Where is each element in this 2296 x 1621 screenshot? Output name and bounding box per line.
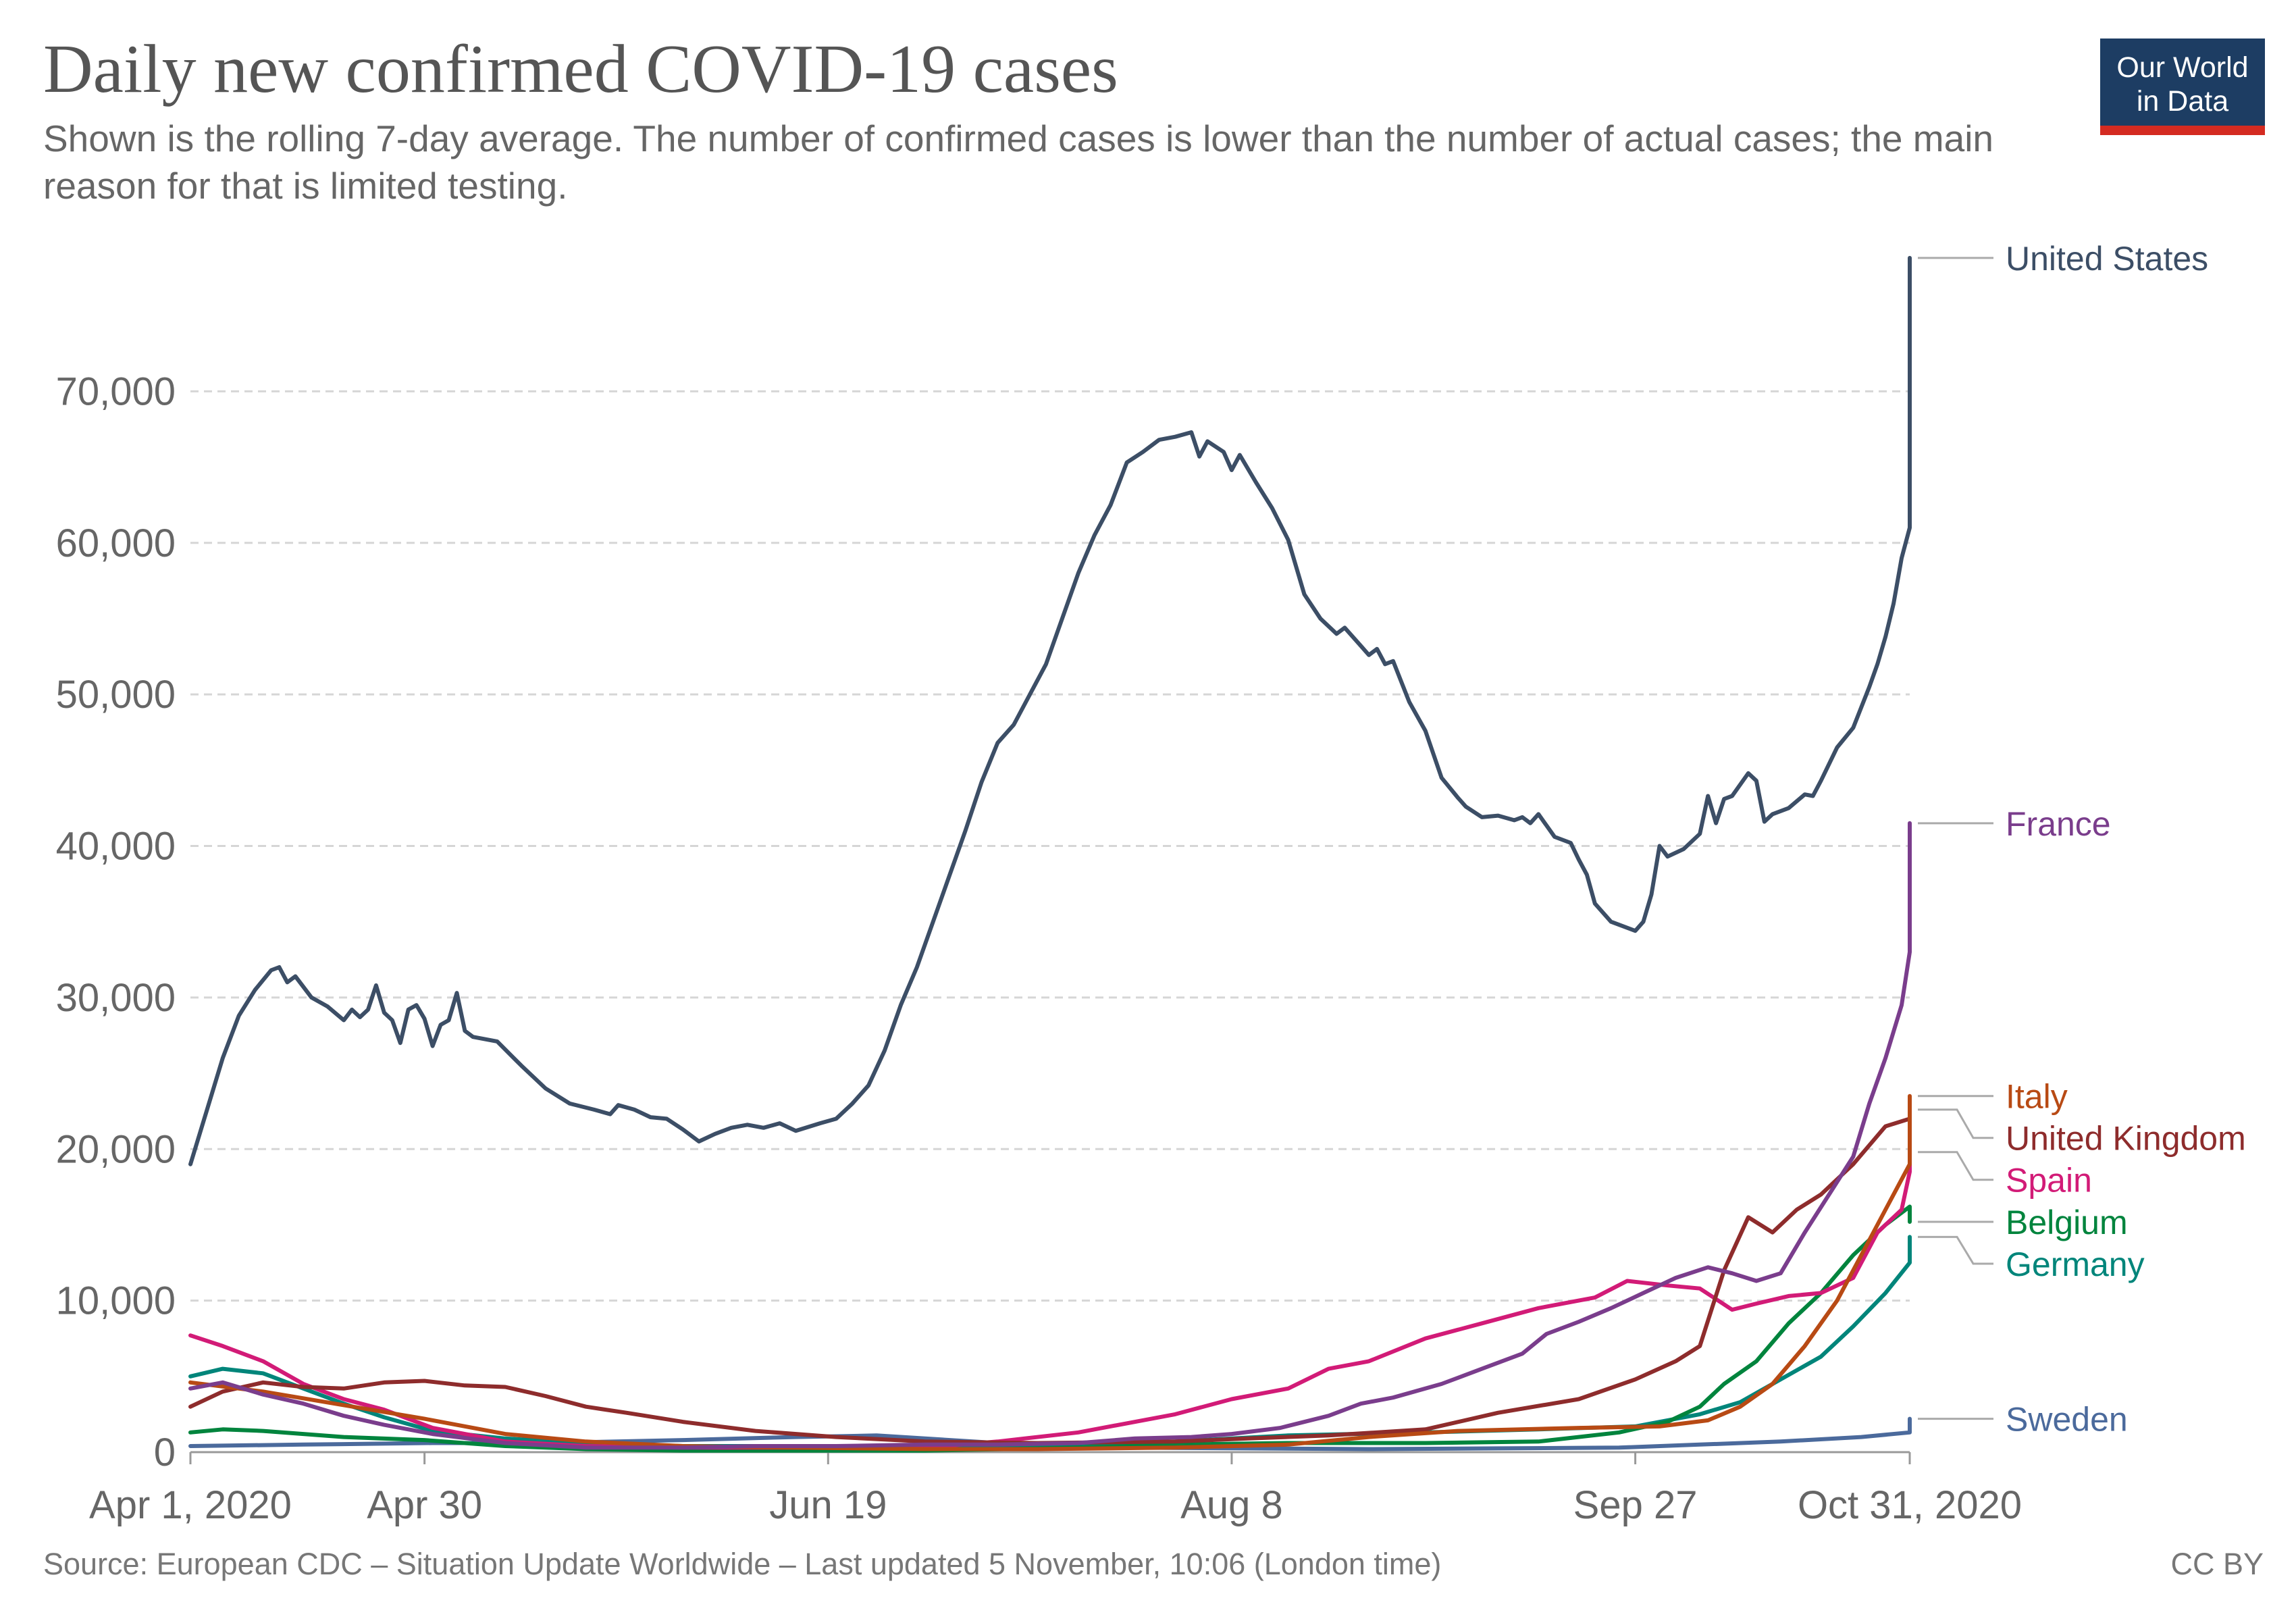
gridlines [190,390,1910,1302]
chart-subtitle: Shown is the rolling 7-day average. The … [43,118,1994,207]
series-line-united-states[interactable] [188,255,1912,1166]
license-link[interactable]: CC BY [2170,1547,2264,1581]
x-axis: Apr 1, 2020 Apr 30 Jun 19 Aug 8 Sep 27 Oct 31… [89,1451,2022,1527]
y-tick-label: 20,000 [56,1127,176,1171]
y-tick-label: 60,000 [56,521,176,565]
series-labels: United States France Italy United Kingdom Sp… [1918,240,2246,1439]
x-tick-label: Apr 1, 2020 [89,1483,292,1527]
series-line-germany[interactable] [188,1235,1912,1448]
series-label-germany[interactable]: Germany [2006,1245,2145,1283]
source-note: Source: European CDC – Situation Update … [43,1547,1442,1581]
series-lines [188,255,1912,1453]
y-tick-label: 10,000 [56,1279,176,1323]
x-tick-label: Aug 8 [1180,1483,1283,1527]
y-axis-ticks: 0 10,000 20,000 30,000 40,000 50,000 60,000 70,… [56,369,176,1474]
series-line-italy[interactable] [188,1093,1912,1451]
series-label-united-kingdom[interactable]: United Kingdom [2006,1120,2246,1158]
owid-logo[interactable]: Our World in Data [2100,38,2265,135]
y-tick-label: 0 [154,1431,176,1474]
series-line-belgium[interactable] [188,1204,1912,1453]
y-tick-label: 30,000 [56,976,176,1020]
x-tick-label: Jun 19 [769,1483,887,1527]
logo-line-2: in Data [2136,85,2229,118]
leader-line-spain [1918,1151,1993,1181]
series-label-france[interactable]: France [2006,805,2111,843]
series-label-belgium[interactable]: Belgium [2006,1204,2128,1241]
chart-title: Daily new confirmed COVID-19 cases [43,31,1118,107]
logo-line-1: Our World [2116,51,2249,84]
y-tick-label: 40,000 [56,825,176,869]
series-line-united-kingdom[interactable] [188,1107,1912,1445]
leader-line-germany [1918,1235,1993,1265]
x-tick-label: Oct 31, 2020 [1798,1483,2022,1527]
x-tick-label: Sep 27 [1573,1483,1698,1527]
series-line-france[interactable] [188,821,1912,1450]
leader-line-united-kingdom [1918,1108,1993,1139]
series-label-spain[interactable]: Spain [2006,1162,2092,1200]
series-label-italy[interactable]: Italy [2006,1078,2068,1116]
series-line-spain[interactable] [188,1150,1912,1450]
x-tick-label: Apr 30 [367,1483,482,1527]
y-tick-label: 50,000 [56,673,176,717]
series-label-sweden[interactable]: Sweden [2006,1401,2128,1439]
y-tick-label: 70,000 [56,369,176,413]
series-label-united-states[interactable]: United States [2006,240,2208,278]
